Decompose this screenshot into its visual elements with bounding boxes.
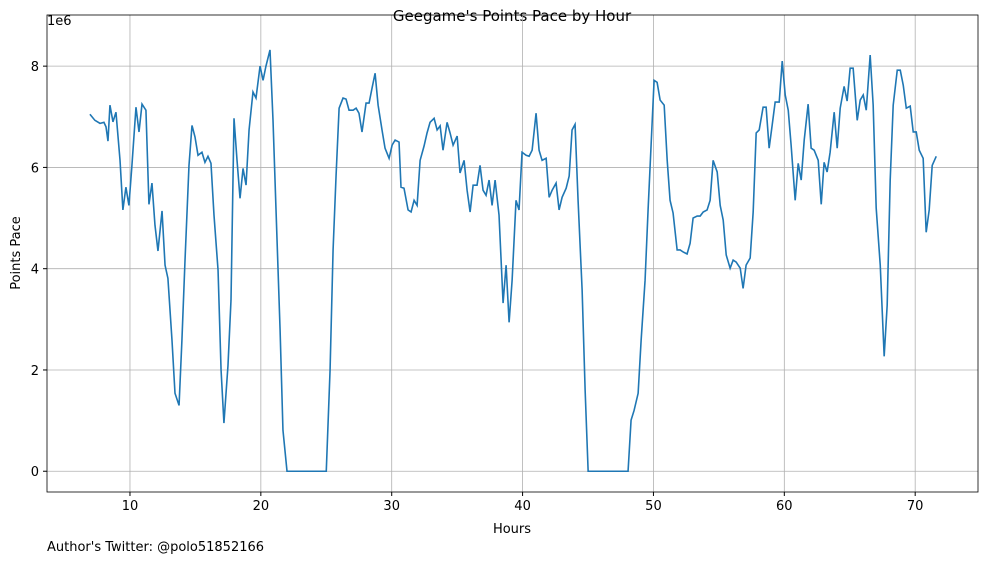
x-tick-label: 30 xyxy=(383,499,400,514)
x-tick-label: 60 xyxy=(776,499,793,514)
x-tick-label: 20 xyxy=(253,499,270,514)
y-offset-label: 1e6 xyxy=(47,14,72,29)
y-tick-label: 4 xyxy=(31,263,39,278)
x-tick-label: 40 xyxy=(514,499,531,514)
data-line xyxy=(89,49,937,473)
y-tick-label: 0 xyxy=(31,465,39,480)
y-tick-label: 2 xyxy=(31,364,39,379)
x-tick-label: 70 xyxy=(907,499,924,514)
x-axis-label: Hours xyxy=(493,522,531,537)
footer: Author's Twitter: @polo51852166 xyxy=(47,540,264,555)
x-tick-label: 10 xyxy=(122,499,139,514)
y-tick-label: 8 xyxy=(31,60,39,75)
chart-title: Geegame's Points Pace by Hour xyxy=(393,7,632,25)
y-tick-label: 6 xyxy=(31,161,39,176)
x-tick-label: 50 xyxy=(645,499,662,514)
plot-frame xyxy=(46,14,979,493)
y-axis-label: Points Pace xyxy=(9,216,24,290)
